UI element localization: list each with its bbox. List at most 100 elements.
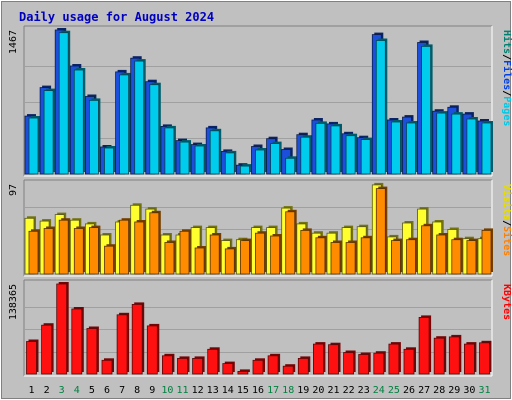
bar-sites-day-25: [390, 240, 401, 275]
bar-kbytes-day-4: [71, 308, 83, 375]
bar-sites-day-16: [255, 232, 265, 275]
legend-sites: Sites: [501, 226, 512, 256]
bar-kbytes-day-23: [358, 354, 370, 375]
legend: Visits/Sites: [501, 184, 512, 256]
bar-sites-day-3: [58, 219, 69, 275]
bar-pages-day-16: [255, 149, 265, 175]
bar-sites-day-9: [149, 212, 160, 275]
bar-pages-day-20: [315, 123, 326, 175]
bar-kbytes-day-22: [343, 352, 355, 375]
bar-sites-day-17: [270, 235, 281, 275]
bar-sites-day-21: [330, 242, 341, 275]
bar-kbytes-day-11: [177, 357, 188, 375]
bar-pages-day-17: [270, 143, 281, 175]
x-tick-label-day-18: 18: [282, 385, 294, 396]
bar-pages-day-29: [451, 113, 462, 175]
bar-pages-day-13: [209, 130, 220, 175]
bar-sites-day-19: [300, 229, 311, 275]
bar-sites-day-15: [239, 240, 250, 275]
bar-sites-day-2: [43, 228, 54, 275]
bar-kbytes-day-6: [101, 359, 113, 375]
x-tick-label-day-6: 6: [104, 385, 110, 396]
x-tick-label-day-16: 16: [252, 385, 264, 396]
bar-kbytes-day-26: [403, 348, 415, 375]
x-tick-label-day-17: 17: [267, 385, 279, 396]
bar-kbytes-shadow-day-15: [239, 369, 250, 372]
bar-pages-day-6: [104, 147, 114, 175]
bar-sites-day-6: [104, 245, 114, 275]
x-tick-label-day-15: 15: [237, 385, 249, 396]
x-tick-label-day-11: 11: [176, 385, 188, 396]
bar-pages-day-10: [164, 127, 175, 175]
bar-kbytes-day-21: [328, 344, 339, 375]
legend: Hits/Files/Pages: [501, 30, 512, 126]
bar-pages-day-15: [239, 165, 250, 175]
bar-sites-day-27: [421, 225, 432, 275]
bar-pages-day-1: [28, 117, 39, 175]
bar-sites-day-8: [134, 221, 145, 275]
bar-kbytes-day-8: [131, 303, 143, 375]
x-tick-label-day-30: 30: [463, 385, 475, 396]
x-tick-label-day-8: 8: [134, 385, 140, 396]
bar-kbytes-day-18: [282, 365, 294, 375]
bar-sites-day-28: [436, 234, 447, 275]
x-tick-label-day-5: 5: [89, 385, 95, 396]
bar-pages-day-3: [58, 32, 69, 175]
x-tick-label-day-3: 3: [59, 385, 65, 396]
max-value-label: 1467: [8, 30, 19, 54]
bar-sites-day-11: [179, 230, 190, 275]
max-value-label: 97: [8, 184, 19, 196]
bar-pages-day-23: [360, 139, 371, 175]
x-tick-label-day-31: 31: [478, 385, 490, 396]
bar-pages-day-30: [466, 118, 477, 175]
bar-pages-day-31: [481, 122, 492, 175]
bar-sites-day-10: [164, 242, 175, 275]
bar-sites-day-23: [360, 237, 371, 275]
bar-kbytes-day-15: [237, 370, 249, 375]
bar-kbytes-day-12: [192, 357, 204, 375]
bar-pages-day-14: [224, 152, 235, 175]
bar-kbytes-day-7: [116, 314, 128, 375]
x-tick-label-day-12: 12: [192, 385, 204, 396]
bar-pages-day-2: [43, 90, 54, 175]
x-tick-label-day-13: 13: [207, 385, 219, 396]
bar-kbytes-day-20: [312, 343, 324, 375]
bar-pages-day-18: [285, 157, 296, 175]
bar-sites-day-22: [345, 242, 356, 275]
bar-pages-day-28: [436, 112, 447, 175]
legend-hits: Hits: [501, 30, 512, 54]
legend-visits: Visits: [501, 184, 512, 220]
max-value-label: 138365: [8, 284, 19, 320]
bar-kbytes-day-1: [26, 341, 37, 375]
bar-kbytes-day-3: [56, 283, 68, 375]
bar-sites-day-14: [224, 248, 235, 275]
bar-sites-day-18: [285, 211, 296, 275]
legend-separator: /: [501, 220, 512, 226]
bar-pages-day-25: [390, 121, 401, 175]
panel-visits-sites: 97 Visits/Sites: [8, 179, 512, 277]
bar-pages-day-24: [375, 40, 386, 175]
legend-pages: Pages: [501, 96, 512, 126]
bar-kbytes-day-14: [222, 363, 234, 375]
bar-kbytes-day-30: [463, 343, 475, 375]
chart-title: Daily usage for August 2024: [19, 10, 214, 24]
bar-kbytes-day-17: [267, 355, 279, 375]
bar-kbytes-day-5: [86, 328, 98, 375]
x-tick-label-day-20: 20: [312, 385, 324, 396]
bar-pages-day-27: [421, 46, 432, 175]
x-tick-label-day-29: 29: [448, 385, 460, 396]
x-tick-label-day-21: 21: [327, 385, 339, 396]
x-tick-label-day-24: 24: [373, 385, 385, 396]
bar-pages-day-4: [73, 69, 84, 175]
x-tick-label-day-25: 25: [388, 385, 400, 396]
bar-kbytes-day-24: [373, 352, 385, 375]
bar-pages-day-9: [149, 84, 160, 175]
bar-kbytes-day-29: [448, 336, 460, 375]
bar-sites-day-5: [89, 227, 99, 275]
legend-separator: /: [501, 90, 512, 96]
x-tick-label-day-27: 27: [418, 385, 430, 396]
panel-kbytes: 138365 KBytes: [8, 279, 512, 377]
bar-pages-day-21: [330, 125, 341, 175]
legend-kbytes: KBytes: [501, 284, 512, 320]
